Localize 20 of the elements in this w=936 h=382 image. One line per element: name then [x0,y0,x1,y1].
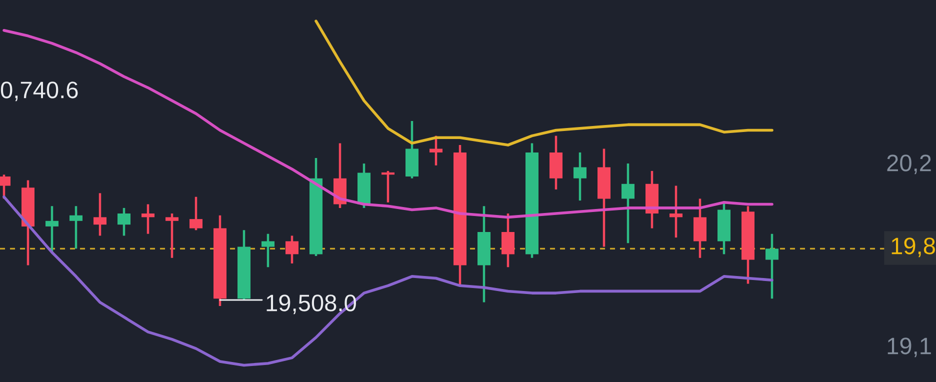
text: 19,1 [888,338,931,358]
text: 19,8 [892,238,935,258]
candlestick [142,203,154,235]
candlestick [94,192,106,237]
candlestick [166,212,178,260]
candlestick [382,170,394,204]
candlestick [286,234,298,265]
candlestick [574,151,586,202]
candlestick [70,204,82,250]
candlestick [262,232,274,268]
candlestick [502,212,514,268]
candlestick [766,232,778,300]
text: 0,740.6 [0,82,78,102]
candlestick [190,196,202,232]
candlestick [430,134,442,167]
candlestick [118,206,130,237]
text: 20,2 [887,154,931,174]
candlestick [622,162,634,244]
candlestick [46,204,58,254]
candlestick [670,184,682,239]
